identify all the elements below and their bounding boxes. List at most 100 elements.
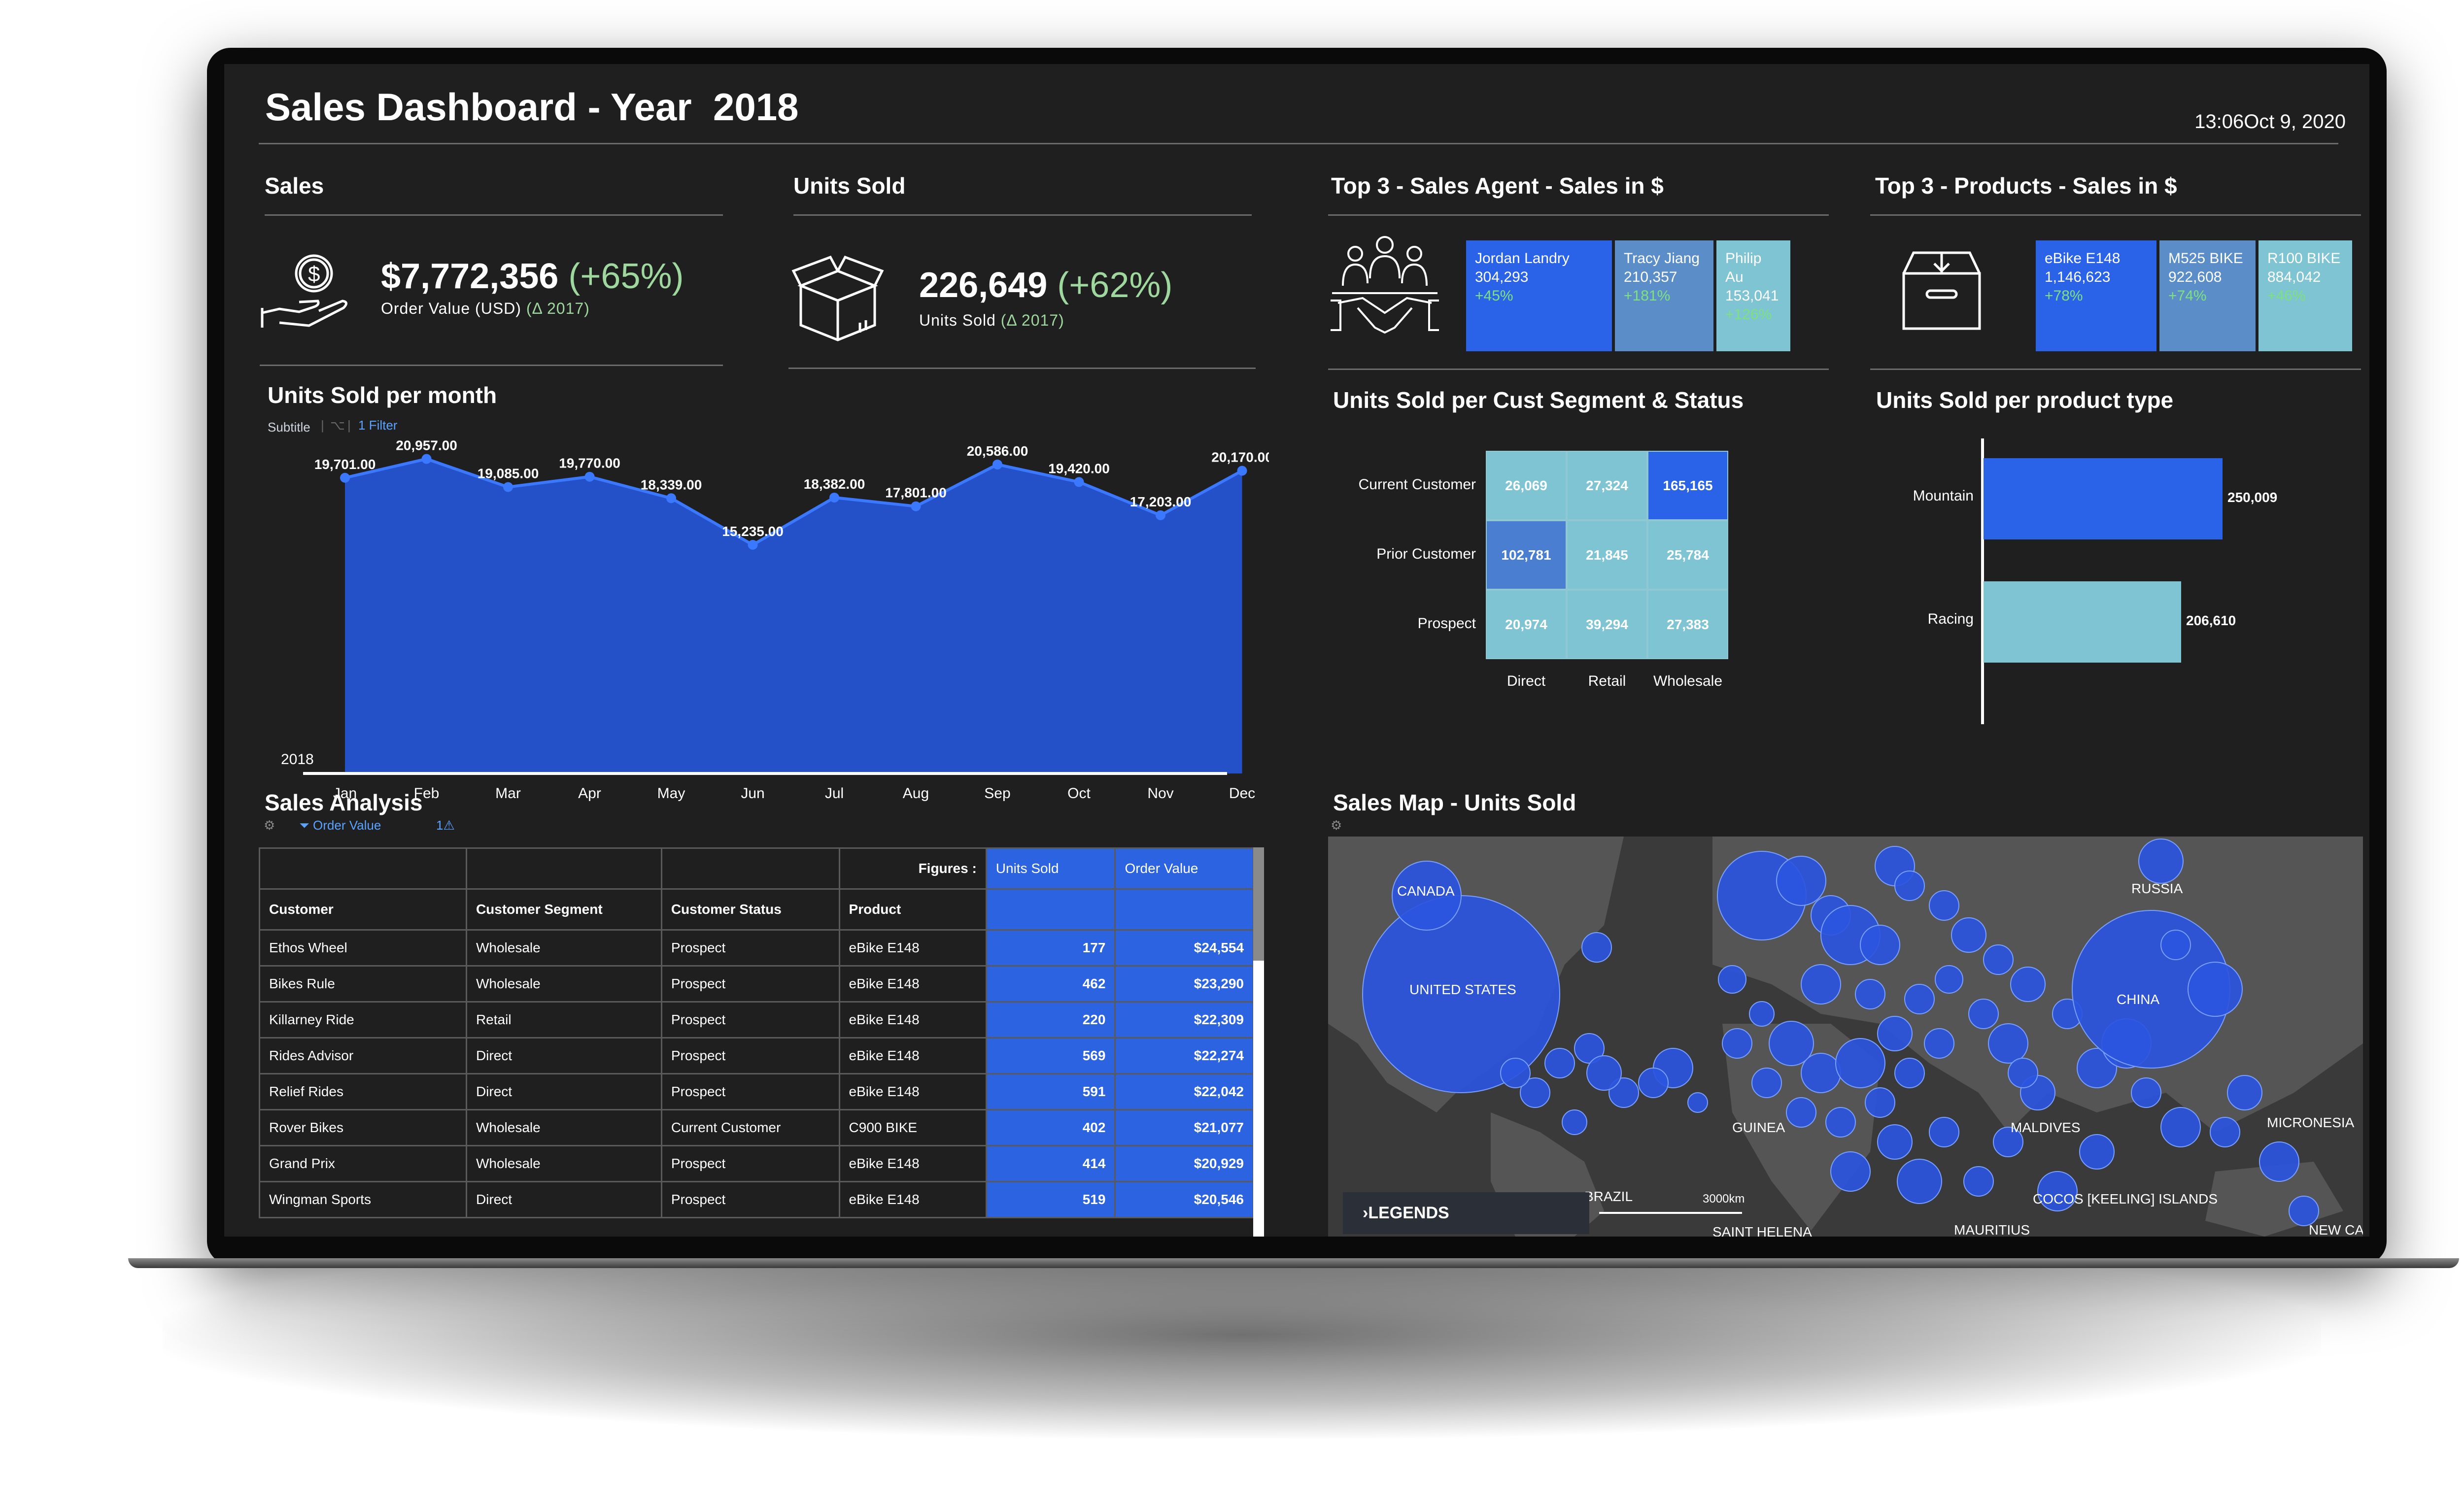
map-bubble[interactable] [1935, 965, 1963, 994]
data-point[interactable] [748, 539, 758, 550]
drill-icon[interactable]: ⌥ [330, 418, 345, 433]
map-bubble[interactable] [1544, 1048, 1575, 1078]
map-legend-button[interactable]: › LEGENDS [1343, 1192, 1589, 1234]
map-bubble[interactable] [2259, 1141, 2299, 1182]
map-bubble[interactable] [2131, 1077, 2161, 1108]
map-bubble[interactable] [1776, 856, 1826, 906]
map-bubble[interactable] [2160, 930, 2191, 960]
table-row[interactable]: Rides Advisor Direct Prospect eBike E148 569… [259, 1037, 1254, 1074]
map-bubble[interactable] [1801, 1053, 1841, 1093]
map-bubble[interactable] [1722, 1028, 1752, 1059]
settings-icon[interactable]: ⚙ [264, 818, 275, 833]
map-bubble[interactable] [1894, 871, 1925, 901]
map-bubble[interactable] [2138, 838, 2184, 884]
map-bubble[interactable] [1801, 964, 1841, 1005]
map-settings-icon[interactable]: ⚙ [1331, 818, 1342, 833]
map-bubble[interactable] [1769, 1021, 1814, 1066]
table-row[interactable]: Rover Bikes Wholesale Current Customer C900… [259, 1109, 1254, 1146]
map-bubble[interactable] [1825, 1107, 1856, 1138]
product-tile[interactable]: R100 BIKE 884,042 +46% [2259, 240, 2352, 351]
map-bubble[interactable] [1586, 1055, 1622, 1091]
map-bubble[interactable] [1520, 1077, 1550, 1108]
map-bubble[interactable] [1904, 984, 1935, 1014]
agent-tile[interactable]: Jordan Landry 304,293 +45% [1466, 240, 1612, 351]
product-tile[interactable]: M525 BIKE 922,608 +74% [2159, 240, 2256, 351]
map-bubble[interactable] [1963, 1166, 1994, 1197]
heatmap-cell[interactable]: 20,974 [1486, 590, 1567, 659]
map-bubble[interactable] [1924, 1028, 1954, 1059]
map-bubble[interactable] [1988, 1023, 2028, 1064]
map-bubble[interactable] [1751, 1068, 1782, 1098]
map-bubble[interactable] [1749, 1001, 1775, 1027]
table-row[interactable]: Relief Rides Direct Prospect eBike E148 591 $… [259, 1073, 1254, 1110]
map-bubble[interactable] [2227, 1075, 2262, 1110]
data-point[interactable] [829, 492, 839, 503]
heatmap-cell[interactable]: 26,069 [1486, 451, 1567, 520]
map-bubble[interactable] [1877, 1016, 1913, 1051]
heatmap-cell[interactable]: 25,784 [1647, 520, 1728, 590]
map-bubble[interactable] [1951, 917, 1986, 953]
map-bubble[interactable] [2037, 1171, 2078, 1211]
heatmap-cell[interactable]: 21,845 [1567, 520, 1647, 590]
status-header[interactable]: Customer Status [660, 888, 840, 931]
map-bubble[interactable] [2079, 1134, 2115, 1170]
units-sold-header[interactable]: Units Sold [985, 847, 1116, 890]
table-row[interactable]: Killarney Ride Retail Prospect eBike E148 22… [259, 1001, 1254, 1039]
data-point[interactable] [421, 454, 432, 464]
map-bubble[interactable] [1835, 1038, 1885, 1088]
table-row[interactable]: Grand Prix Wholesale Prospect eBike E148 414… [259, 1145, 1254, 1182]
analysis-warning[interactable]: 1⚠ [436, 818, 455, 833]
map-bubble[interactable] [1638, 1068, 1669, 1098]
map-bubble[interactable] [1687, 1092, 1708, 1113]
area-series[interactable] [345, 459, 1242, 773]
data-point[interactable] [666, 493, 676, 503]
table-scrollbar-thumb[interactable] [1253, 847, 1264, 961]
ptype-bar[interactable] [1984, 581, 2181, 663]
table-scrollbar[interactable] [1253, 847, 1264, 1237]
agent-tile[interactable]: Tracy Jiang 210,357 +181% [1615, 240, 1713, 351]
heatmap-cell[interactable]: 27,324 [1567, 451, 1647, 520]
map-bubble[interactable] [1562, 1109, 1587, 1135]
heatmap-cell[interactable]: 39,294 [1567, 590, 1647, 659]
map-bubble[interactable] [1718, 965, 1746, 994]
map-bubble[interactable] [2210, 1117, 2240, 1147]
map-bubble[interactable] [2160, 1107, 2201, 1147]
map-bubble[interactable] [2008, 1058, 2038, 1088]
data-point[interactable] [584, 471, 595, 482]
data-point[interactable] [911, 501, 921, 511]
data-point[interactable] [992, 459, 1002, 469]
data-point[interactable] [340, 472, 350, 483]
map-bubble[interactable] [1855, 979, 1885, 1009]
map-bubble[interactable] [1581, 932, 1612, 963]
map-bubble[interactable] [1877, 1124, 1913, 1160]
heatmap-cell[interactable]: 27,383 [1647, 590, 1728, 659]
sales-map[interactable]: CANADA UNITED STATES RUSSIA CHINA GUINEA MALD… [1328, 837, 2363, 1237]
table-row[interactable]: Wingman Sports Direct Prospect eBike E148 51… [259, 1181, 1254, 1218]
map-bubble[interactable] [1993, 1127, 2023, 1157]
order-value-header[interactable]: Order Value [1114, 847, 1254, 890]
table-row[interactable]: Ethos Wheel Wholesale Prospect eBike E148 17… [259, 929, 1254, 967]
map-bubble[interactable] [1897, 1159, 1942, 1204]
data-point[interactable] [1237, 466, 1247, 476]
map-bubble[interactable] [2289, 1196, 2319, 1226]
data-point[interactable] [503, 482, 513, 492]
product-header[interactable]: Product [838, 888, 987, 931]
monthly-filter-link[interactable]: 1 Filter [358, 418, 398, 433]
map-bubble[interactable] [1830, 1151, 1871, 1192]
map-bubble[interactable] [1894, 1058, 1925, 1088]
heatmap-cell[interactable]: 102,781 [1486, 520, 1567, 590]
customer-header[interactable]: Customer [259, 888, 467, 931]
data-point[interactable] [1074, 477, 1084, 487]
data-point[interactable] [1156, 510, 1165, 520]
map-bubble[interactable] [1865, 1087, 1895, 1118]
map-bubble[interactable] [1929, 1117, 1959, 1147]
map-bubble[interactable] [1786, 1097, 1816, 1128]
segment-header[interactable]: Customer Segment [465, 888, 662, 931]
map-bubble[interactable] [1929, 890, 1959, 921]
map-bubble[interactable] [2188, 962, 2243, 1017]
agent-tile[interactable]: Philip Au 153,041 +126% [1716, 240, 1790, 351]
map-bubble[interactable] [1392, 861, 1462, 931]
analysis-filter[interactable]: ⏷ Order Value [299, 818, 381, 833]
table-row[interactable]: Bikes Rule Wholesale Prospect eBike E148 462… [259, 965, 1254, 1003]
map-bubble[interactable] [1500, 1058, 1531, 1088]
